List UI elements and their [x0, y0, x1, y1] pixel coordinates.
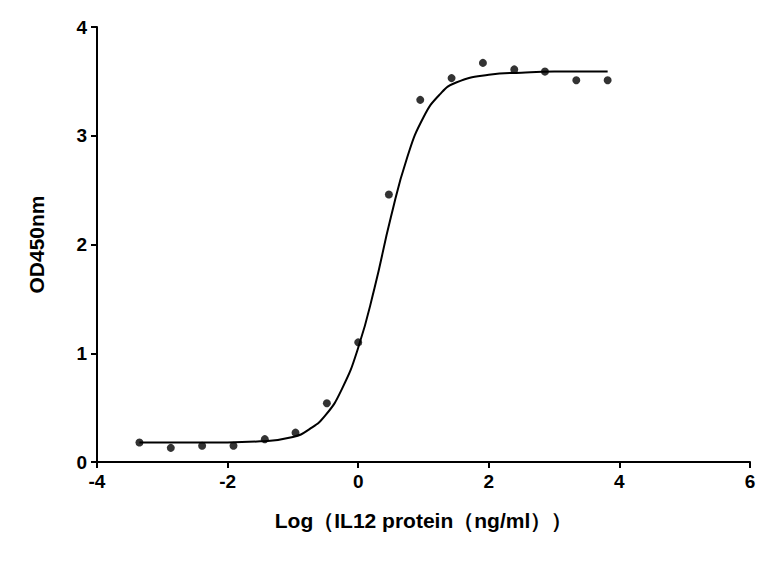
svg-text:-4: -4 — [89, 471, 106, 492]
svg-text:4: 4 — [614, 471, 625, 492]
svg-text:2: 2 — [76, 234, 87, 255]
svg-text:1: 1 — [76, 343, 87, 364]
svg-text:6: 6 — [745, 471, 756, 492]
svg-text:OD450nm: OD450nm — [25, 195, 48, 293]
svg-text:4: 4 — [76, 17, 87, 38]
svg-text:2: 2 — [484, 471, 495, 492]
svg-text:-2: -2 — [219, 471, 236, 492]
svg-text:0: 0 — [76, 452, 87, 473]
svg-text:Log（IL12 protein（ng/ml））: Log（IL12 protein（ng/ml）） — [275, 509, 573, 532]
svg-text:3: 3 — [76, 125, 87, 146]
svg-text:0: 0 — [353, 471, 364, 492]
